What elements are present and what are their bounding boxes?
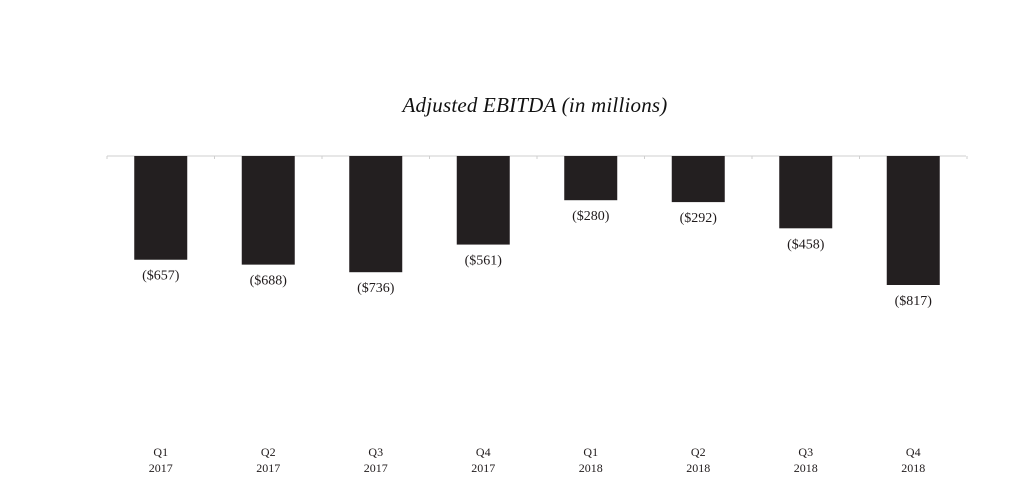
x-tick-label-quarter-3: Q4: [476, 445, 491, 459]
chart-title: Adjusted EBITDA (in millions): [402, 93, 668, 117]
x-tick-label-year-1: 2017: [256, 461, 280, 475]
bar-1: [241, 156, 295, 265]
x-tick-label-year-6: 2018: [794, 461, 818, 475]
bar-4: [564, 156, 618, 201]
x-tick-label-quarter-2: Q3: [368, 445, 383, 459]
x-tick-label-year-0: 2017: [149, 461, 173, 475]
data-label-6: ($458): [787, 237, 825, 252]
data-label-3: ($561): [465, 254, 503, 269]
x-tick-label-quarter-7: Q4: [906, 445, 921, 459]
x-tick-label-quarter-0: Q1: [153, 445, 168, 459]
bar-3: [456, 156, 510, 245]
bar-6: [779, 156, 833, 229]
bar-2: [349, 156, 403, 273]
x-tick-label-quarter-1: Q2: [261, 445, 276, 459]
x-tick-label-year-4: 2018: [579, 461, 603, 475]
x-tick-label-quarter-4: Q1: [583, 445, 598, 459]
x-tick-label-year-2: 2017: [364, 461, 388, 475]
data-label-0: ($657): [142, 269, 180, 284]
data-label-4: ($280): [572, 209, 610, 224]
x-tick-label-year-5: 2018: [686, 461, 710, 475]
x-tick-label-year-3: 2017: [471, 461, 495, 475]
bar-5: [671, 156, 725, 203]
x-tick-label-quarter-5: Q2: [691, 445, 706, 459]
data-label-5: ($292): [680, 211, 718, 226]
data-label-1: ($688): [250, 274, 288, 289]
bar-7: [886, 156, 940, 285]
x-tick-label-quarter-6: Q3: [798, 445, 813, 459]
x-tick-label-year-7: 2018: [901, 461, 925, 475]
bar-0: [134, 156, 188, 260]
data-label-7: ($817): [895, 294, 933, 309]
data-label-2: ($736): [357, 281, 395, 296]
